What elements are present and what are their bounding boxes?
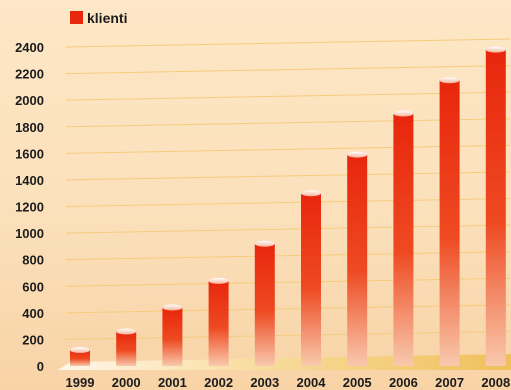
y-tick-label: 1600 (15, 146, 44, 161)
bar-2008 (485, 46, 506, 367)
bar-cap (301, 190, 321, 197)
gridline (65, 38, 511, 48)
gridline (65, 330, 511, 340)
bar-cap (439, 77, 460, 84)
bar (208, 280, 229, 366)
gridline (65, 65, 511, 75)
gridline (65, 171, 511, 181)
y-tick-label: 800 (22, 253, 44, 268)
gridline (65, 198, 511, 207)
gridline (65, 251, 511, 261)
bar (301, 193, 321, 366)
gridline (65, 118, 511, 128)
gridline (65, 304, 511, 314)
y-tick-label: 2400 (15, 40, 44, 55)
bar-2007 (439, 77, 460, 367)
x-tick-label: 2008 (481, 375, 510, 390)
y-tick-label: 400 (22, 306, 44, 321)
bar (439, 80, 460, 367)
y-tick-label: 600 (22, 279, 44, 294)
gridline (65, 144, 511, 154)
bar (116, 331, 137, 366)
bar-cap (116, 328, 137, 335)
y-tick-label: 1800 (15, 120, 44, 135)
bar-2001 (162, 304, 183, 366)
bar-2002 (208, 277, 229, 366)
bar-2003 (254, 240, 275, 366)
bar-cap (485, 46, 506, 53)
bar (70, 350, 90, 366)
y-tick-label: 1000 (15, 226, 44, 241)
bar (485, 49, 506, 367)
x-tick-label: 2007 (435, 375, 464, 390)
bar-cap (254, 240, 275, 247)
x-tick-label: 2006 (389, 375, 418, 390)
x-tick-label: 2002 (204, 375, 233, 390)
x-tick-label: 2000 (112, 375, 141, 390)
bar-cap (70, 347, 90, 354)
x-tick-label: 2001 (158, 375, 187, 390)
bar-2000 (116, 328, 137, 366)
bar (254, 243, 275, 366)
bar (162, 307, 183, 366)
y-tick-label: 2200 (15, 67, 44, 82)
bar-cap (347, 151, 368, 158)
bar-cap (162, 304, 183, 311)
legend-label: klienti (87, 10, 127, 26)
x-tick-label: 2005 (343, 375, 372, 390)
bar-2006 (393, 110, 414, 366)
gridline (65, 224, 511, 234)
bar-2005 (347, 151, 368, 366)
x-tick-label: 2003 (250, 375, 279, 390)
gridline (65, 91, 511, 101)
y-tick-label: 2000 (15, 93, 44, 108)
bar-cap (208, 277, 229, 284)
bar (393, 113, 414, 366)
y-tick-label: 1400 (15, 173, 44, 188)
bar-2004 (301, 190, 321, 366)
y-tick-label: 1200 (15, 200, 44, 215)
x-tick-label: 1999 (66, 375, 95, 390)
gridline (65, 277, 511, 287)
x-tick-label: 2004 (297, 375, 327, 390)
bar-1999 (70, 347, 90, 366)
bar-cap (393, 110, 414, 117)
bar (347, 154, 368, 366)
y-tick-label: 200 (22, 332, 44, 347)
legend-swatch (70, 11, 83, 24)
y-tick-label: 0 (37, 359, 44, 374)
